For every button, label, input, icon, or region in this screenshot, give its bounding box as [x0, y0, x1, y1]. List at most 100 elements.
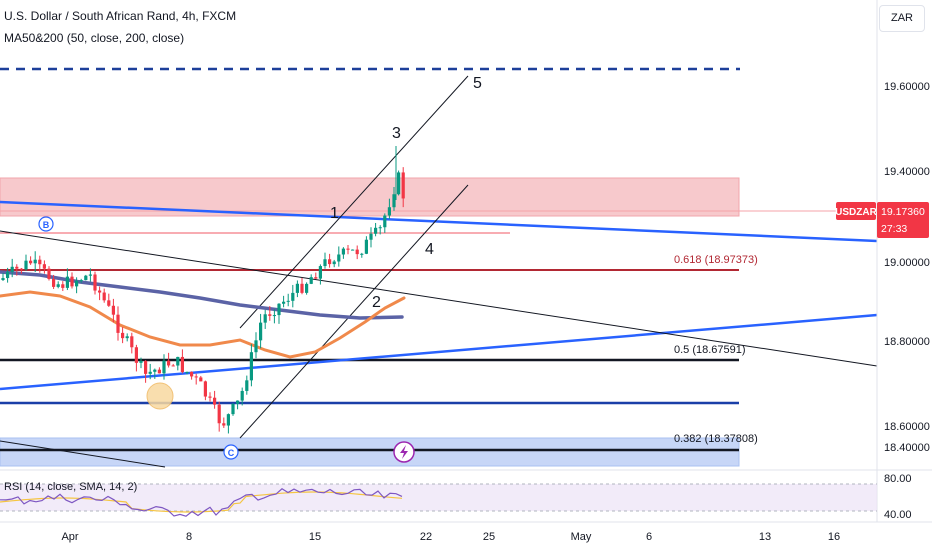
candle-body [337, 254, 341, 262]
candle-body [263, 314, 267, 323]
candle-body [42, 264, 46, 269]
candle-body [38, 259, 42, 265]
wave-label-5: 5 [473, 75, 482, 92]
candle-body [61, 284, 65, 288]
lower-black-trendline [0, 440, 166, 468]
svg-text:USDZAR: USDZAR [835, 207, 877, 218]
time-tick: 22 [420, 531, 432, 543]
candle-body [291, 292, 295, 301]
candle-body [98, 290, 102, 293]
fib-05-label: 0.5 (18.67591) [674, 344, 746, 356]
candle-body [309, 277, 313, 284]
candle-body [121, 332, 125, 339]
wave-label-1: 1 [330, 205, 339, 222]
currency-button[interactable]: ZAR [879, 5, 925, 32]
candle-body [88, 274, 92, 276]
time-tick: 6 [646, 531, 652, 543]
highlight-circle [146, 382, 174, 410]
candle-body [213, 397, 217, 405]
descending-blue-trendline [0, 200, 878, 243]
time-tick: Apr [61, 531, 78, 543]
price-axis[interactable]: 19.60000 19.40000 19.00000 18.80000 18.6… [884, 81, 930, 454]
candle-body [378, 227, 382, 229]
event-badge-b[interactable]: B [38, 216, 54, 232]
candle-body [111, 305, 115, 315]
candle-body [29, 260, 33, 264]
candle-body [144, 360, 148, 374]
candle-body [6, 271, 10, 279]
candle-body [52, 278, 56, 287]
descending-black-trendline [0, 230, 878, 367]
candle-body [300, 283, 304, 293]
fib-0382-label: 0.382 (18.37808) [674, 433, 758, 445]
candle-body [10, 266, 14, 272]
candle-body [240, 390, 244, 401]
candle-body [346, 248, 350, 250]
ma50-line [0, 290, 406, 359]
ma50 [0, 290, 406, 359]
candle-body [374, 227, 378, 234]
candle-body [222, 423, 226, 426]
time-tick: May [571, 531, 592, 543]
candle-body [351, 249, 355, 251]
candle-body [249, 352, 253, 381]
candle-body [139, 360, 143, 363]
candle-body [286, 300, 290, 302]
price-tick: 19.40000 [884, 166, 930, 178]
candle-body [401, 172, 405, 199]
candle-body [56, 284, 60, 287]
rsi-tick: 40.00 [884, 509, 912, 521]
candle-body [217, 404, 221, 424]
price-tick: 18.60000 [884, 421, 930, 433]
candle-body [355, 249, 359, 255]
time-tick: 16 [828, 531, 840, 543]
ascending-blue-trendline [0, 313, 878, 391]
event-badge-c[interactable]: C [223, 444, 239, 460]
channel-lower-line [239, 184, 469, 439]
candle-body [245, 380, 249, 391]
candle-body [323, 259, 327, 267]
indicator-legend[interactable]: MA50&200 (50, close, 200, close) [4, 31, 185, 45]
time-axis[interactable]: Apr 8 15 22 25 May 6 13 16 [61, 531, 840, 543]
countdown-timer: 27:33 [881, 223, 907, 235]
candle-body [397, 172, 401, 195]
lightning-icon[interactable] [393, 441, 415, 463]
candle-body [84, 275, 88, 281]
candle-body [185, 371, 189, 373]
candle-body [19, 268, 23, 270]
candle-body [1, 278, 5, 280]
candle-body [190, 371, 194, 377]
rsi-legend[interactable]: RSI (14, close, SMA, 14, 2) [4, 481, 138, 493]
price-tick: 19.00000 [884, 257, 930, 269]
candle-body [295, 283, 299, 293]
wave-label-2: 2 [372, 294, 381, 311]
wave-label-4: 4 [425, 241, 434, 258]
wave-label-3: 3 [392, 125, 401, 142]
symbol-title[interactable]: U.S. Dollar / South African Rand, 4h, FX… [4, 9, 237, 23]
candle-body [180, 356, 184, 373]
candle-body [70, 276, 74, 287]
candle-body [305, 283, 309, 293]
candle-body [387, 207, 391, 216]
candle-body [65, 276, 69, 288]
candle-body [157, 369, 161, 374]
candle-body [176, 356, 180, 366]
candle-body [134, 347, 138, 363]
svg-text:C: C [228, 448, 235, 458]
rsi-band [0, 484, 877, 511]
candle-body [15, 266, 19, 269]
candle-body [226, 414, 230, 426]
price-tick: 19.60000 [884, 81, 930, 93]
candle-body [93, 274, 97, 291]
candle-body [332, 261, 336, 265]
candle-body [171, 365, 175, 367]
candle-body [364, 239, 368, 254]
candle-body [341, 248, 345, 255]
candle-body [254, 340, 258, 353]
current-price-value: 19.17360 [881, 206, 925, 218]
candle-body [208, 396, 212, 398]
candle-body [236, 400, 240, 404]
candlesticks [1, 146, 405, 434]
